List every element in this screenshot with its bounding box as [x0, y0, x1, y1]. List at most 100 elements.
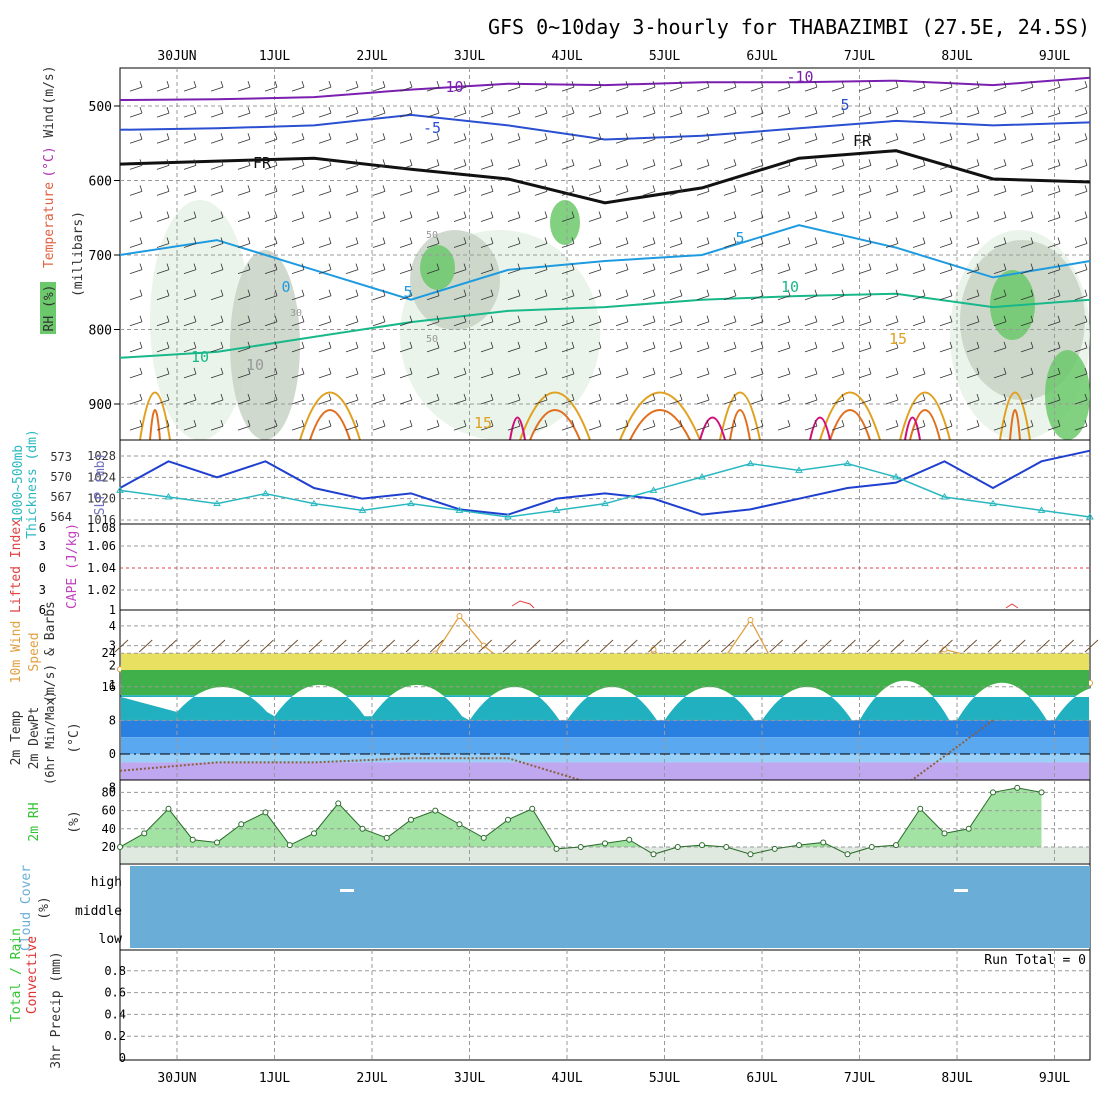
- wind-barb: [588, 243, 602, 248]
- wind-barb: [480, 86, 494, 92]
- wind-barb-flag: [814, 419, 818, 427]
- cape-tick: 1.02: [87, 583, 116, 597]
- wind-barb: [318, 243, 332, 248]
- wind-barb: [318, 295, 332, 301]
- wind-barb: [318, 347, 332, 353]
- wind-barb: [858, 269, 872, 275]
- wind-barb-flag: [382, 237, 386, 244]
- wind-barb: [723, 191, 737, 196]
- wind-barb-10m: [211, 639, 226, 653]
- wind-barb: [615, 425, 629, 431]
- rh-legend-swatch: [40, 282, 56, 334]
- wind-barb-flag: [841, 107, 845, 114]
- wind-barb-flag: [328, 341, 332, 348]
- wind-barb: [426, 164, 440, 170]
- rh-marker: [747, 851, 754, 858]
- wind-barb: [237, 347, 251, 353]
- wind-barb: [210, 243, 224, 248]
- rh-marker: [965, 825, 972, 832]
- contour-label: FR: [853, 132, 872, 150]
- wind-barb: [966, 164, 980, 170]
- contour-label: 10: [191, 348, 209, 366]
- wind-barb-flag: [355, 367, 359, 375]
- wind-barb-flag: [571, 185, 575, 192]
- wind-barb-flag: [544, 107, 548, 114]
- wind-barb-flag: [733, 315, 737, 322]
- wind-barb: [507, 295, 521, 301]
- p1-tick-label: 500: [89, 100, 112, 115]
- wind-barb-10m: [381, 639, 396, 653]
- wind-barb-flag: [598, 263, 602, 270]
- wind-barb: [345, 164, 359, 170]
- wind-barb: [750, 112, 764, 118]
- wind-barb: [804, 138, 818, 144]
- wind-barb-flag: [247, 185, 251, 192]
- wind-barb: [480, 321, 494, 327]
- wind-barb-flag: [949, 367, 953, 375]
- wind-barb-flag: [841, 341, 845, 348]
- wind-barb: [723, 347, 737, 353]
- wind-barb-flag: [220, 159, 224, 166]
- wind-barb: [534, 243, 548, 248]
- wind-barb: [183, 217, 197, 222]
- wind-barb: [804, 425, 818, 431]
- wind-barb-flag: [598, 159, 602, 166]
- precip-legend-conv: Convective: [25, 936, 40, 1014]
- wind-barb-flag: [409, 107, 413, 114]
- wind-barb-flag: [544, 393, 548, 401]
- wind-barb-flag: [895, 237, 899, 244]
- wind-barb-flag: [139, 367, 143, 375]
- wind-barb-flag: [1030, 211, 1034, 218]
- wind-barb: [534, 138, 548, 144]
- wind-barb: [426, 399, 440, 405]
- wind-barb: [1074, 321, 1088, 327]
- wind-barb-flag: [976, 263, 980, 270]
- wind-barb-flag: [328, 107, 332, 114]
- wind-barb-flag: [166, 315, 170, 322]
- wind-barb-flag: [841, 237, 845, 244]
- wind-barb: [237, 217, 251, 222]
- wind-barb: [210, 191, 224, 196]
- wind-barb: [345, 269, 359, 275]
- wind-barb-flag: [733, 419, 737, 427]
- temp-tick: 0: [109, 747, 116, 761]
- wind-barb-flag: [409, 185, 413, 192]
- wind-barb: [750, 321, 764, 327]
- wind-barb-flag: [274, 185, 278, 192]
- wind-barb-flag: [706, 107, 710, 114]
- wind-barb-10m: [405, 639, 420, 653]
- wind-barb-flag: [625, 211, 629, 218]
- wind-barb-10m: [357, 639, 371, 653]
- isotherm-15: [519, 391, 591, 441]
- wind-barb-flag: [247, 211, 251, 218]
- wind-barb-flag: [760, 185, 764, 192]
- wind-barb: [966, 86, 980, 92]
- wind-barb-flag: [895, 107, 899, 114]
- wind-barb: [561, 321, 575, 327]
- wind-barb-flag: [301, 185, 305, 192]
- wind-barb: [210, 373, 224, 379]
- wind-barb: [993, 112, 1007, 118]
- wind-barb-flag: [1003, 185, 1007, 192]
- wind-barb: [291, 321, 305, 327]
- wind-barb-flag: [463, 263, 467, 270]
- wind-barb: [1020, 217, 1034, 222]
- wind-barb: [831, 399, 845, 405]
- slp-tick: 1028: [87, 449, 116, 463]
- wind-barb: [534, 373, 548, 379]
- wind-barb-flag: [922, 107, 926, 114]
- wind-barb-flag: [841, 289, 845, 296]
- wind-barb-flag: [814, 393, 818, 401]
- wind-barb-flag: [1003, 419, 1007, 427]
- rh2m-panel: 20 40 60 80 2m RH (%): [27, 779, 1091, 865]
- wind-barb: [372, 321, 386, 327]
- wind-barb-flag: [544, 315, 548, 322]
- wind-barb: [750, 164, 764, 170]
- wind-barb-flag: [193, 159, 197, 166]
- wind-barb: [750, 295, 764, 301]
- wind-barb-flag: [652, 289, 656, 296]
- thickness-marker: [601, 499, 609, 507]
- wind-barb: [1047, 347, 1061, 353]
- wind-barb-flag: [166, 393, 170, 401]
